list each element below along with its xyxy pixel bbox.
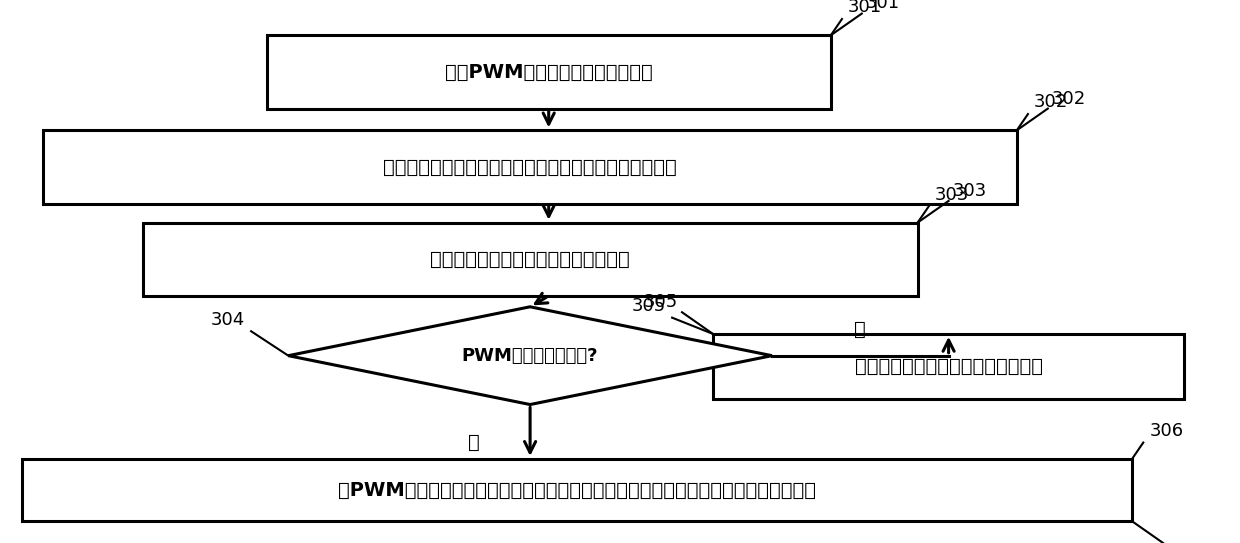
Bar: [43, 130, 1017, 204]
Text: PWM信号为第一电平?: PWM信号为第一电平?: [461, 346, 599, 365]
Text: 305: 305: [644, 293, 678, 311]
Text: 305: 305: [631, 297, 666, 315]
Text: 302: 302: [1034, 93, 1069, 111]
Text: 304: 304: [211, 311, 244, 329]
Text: 在PWM信号为第二电平时的任意时段，释放三极管基极的电荷，三极管处于截止状态。: 在PWM信号为第二电平时的任意时段，释放三极管基极的电荷，三极管处于截止状态。: [339, 481, 816, 500]
Bar: [267, 35, 831, 109]
Text: 303: 303: [952, 182, 987, 200]
Text: 302: 302: [1052, 90, 1086, 108]
Text: 根据PWM信号，生成单脉冲信号。: 根据PWM信号，生成单脉冲信号。: [445, 62, 652, 81]
Text: 否: 否: [469, 433, 480, 452]
Text: 303: 303: [935, 186, 970, 204]
Text: 301: 301: [848, 0, 883, 16]
Bar: [22, 459, 1132, 521]
Text: 306: 306: [1149, 422, 1184, 440]
Text: 是: 是: [854, 320, 866, 339]
Bar: [143, 223, 918, 296]
Polygon shape: [288, 307, 771, 405]
Text: 301: 301: [866, 0, 900, 12]
Text: 叠加单脉冲信号以及采样电压信号，生成叠加电压信号。: 叠加单脉冲信号以及采样电压信号，生成叠加电压信号。: [383, 157, 677, 176]
Bar: [713, 334, 1184, 399]
Text: 根据叠加电压信号生成驱动电流信号。: 根据叠加电压信号生成驱动电流信号。: [430, 250, 630, 269]
Text: 向三极管的基极输入驱动电流信号。: 向三极管的基极输入驱动电流信号。: [854, 357, 1043, 376]
